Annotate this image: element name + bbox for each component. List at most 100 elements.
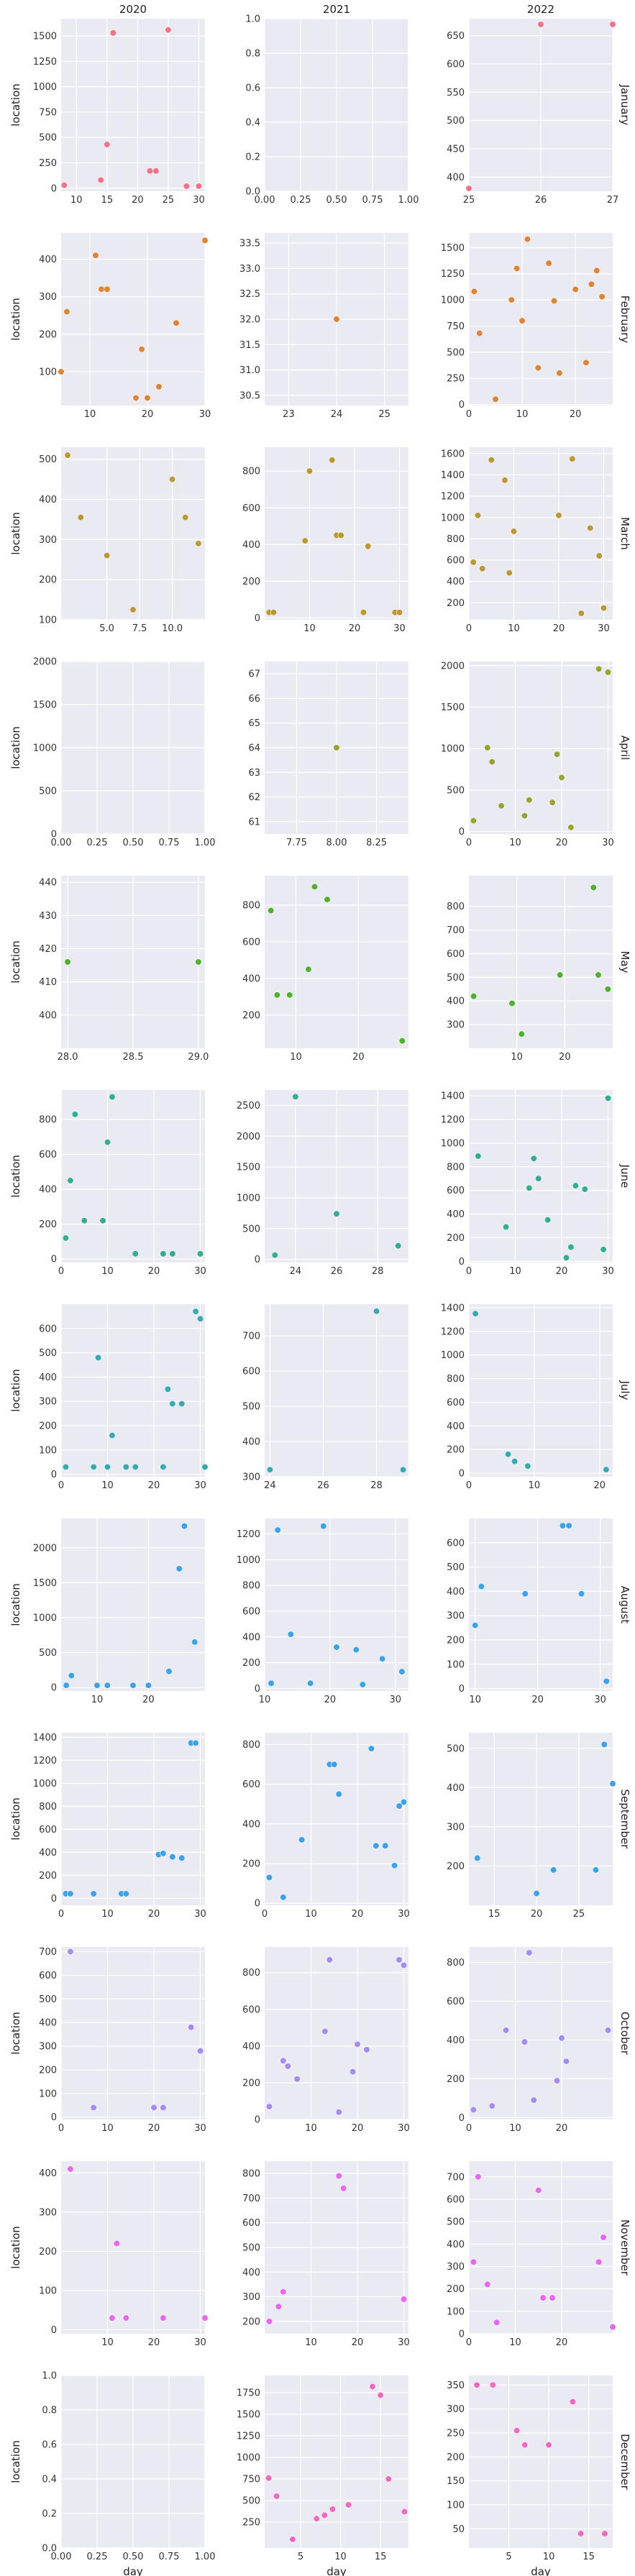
x-tick-label: 0 [58,1480,64,1491]
y-axis-label: location [9,83,22,127]
panel-background [61,19,205,191]
scatter-point [175,1565,183,1572]
y-tick-label: 100 [447,1659,465,1670]
scatter-point [92,252,99,259]
panel-june-2022: 0 10 20 30 0 200 400 600 800 1000 1200 1400 June [441,1090,631,1277]
x-tick-label: 7.5 [132,623,147,634]
scatter-point [181,1523,188,1530]
scatter-point [354,2040,361,2048]
x-tick-label: 0.75 [159,838,180,848]
x-tick-label: 20 [570,409,582,420]
scatter-point [396,1956,403,1963]
y-tick-label: 2000 [33,657,57,668]
y-tick-label: 1500 [441,243,465,254]
scatter-point [365,543,372,550]
y-tick-label: 30.5 [239,390,260,401]
scatter-point [329,2506,337,2513]
x-tick-label: 10 [101,2123,114,2134]
panel-background [61,1090,205,1262]
y-tick-label: 300 [39,1397,57,1408]
y-tick-label: 0 [51,1683,57,1694]
scatter-point [192,1739,199,1746]
scatter-point [178,1400,186,1408]
scatter-point [588,280,595,288]
x-tick-label: 20 [556,1266,568,1277]
panel-background [265,2375,408,2548]
scatter-point [201,237,209,244]
y-tick-label: 400 [447,2240,465,2250]
y-tick-label: 200 [39,2065,57,2076]
x-tick-label: 20 [324,1695,337,1705]
y-tick-label: 0 [51,1255,57,1265]
y-tick-label: 800 [242,467,260,477]
scatter-point [535,1175,542,1182]
x-tick-label: 10 [91,1695,104,1705]
x-tick-label: 25 [573,1909,585,1920]
y-tick-label: 1400 [441,1091,465,1102]
y-tick-label: 700 [447,2172,465,2183]
scatter-point [62,1234,70,1242]
scatter-point [160,1850,167,1857]
y-tick-label: 300 [447,2262,465,2273]
x-tick-label: 30 [594,1695,606,1705]
y-tick-label: 500 [447,973,465,984]
y-tick-label: 1000 [441,744,465,755]
x-tick-label: 0 [262,1909,268,1920]
scatter-point [195,540,202,547]
y-tick-label: 300 [447,1822,465,1833]
scatter-point [160,1463,167,1471]
x-tick-label: 20 [148,2123,160,2134]
scatter-point [265,2318,273,2325]
x-tick-label: 10 [101,1909,114,1920]
y-tick-label: 100 [39,367,57,378]
scatter-point [377,2392,384,2399]
x-tick-label: 20 [148,1480,160,1491]
y-tick-label: 0.6 [42,2440,57,2451]
y-tick-label: 0 [51,1470,57,1480]
scatter-point [144,394,151,402]
y-tick-label: 1200 [441,1115,465,1126]
scatter-point [544,1216,552,1224]
y-tick-label: 500 [242,1224,260,1234]
scatter-point [503,2027,510,2034]
scatter-point [470,559,477,566]
scatter-point [99,1217,106,1224]
scatter-point [333,1644,340,1651]
panel-november-2021: 10 20 30 200 300 400 500 600 700 800 [242,2161,410,2348]
scatter-point [329,457,336,464]
y-tick-label: 400 [242,2268,260,2278]
x-tick-label: 30 [194,2123,206,2134]
x-tick-label: 10 [334,2552,347,2562]
y-axis-label: location [9,512,22,555]
y-tick-label: 0.8 [42,2406,57,2416]
y-tick-label: 200 [447,2452,465,2463]
scatter-point [307,1679,314,1687]
scatter-point [470,2106,478,2114]
scatter-point [603,1466,610,1473]
scatter-point [400,2296,408,2303]
scatter-point [501,477,508,484]
scatter-point [293,2076,301,2083]
scatter-point [129,1682,137,1689]
scatter-point [492,395,499,403]
y-tick-label: 600 [39,1971,57,1981]
scatter-point [352,1646,360,1654]
x-tick-label: 20 [531,1695,544,1705]
y-tick-label: 0.2 [245,152,260,163]
y-tick-label: 400 [39,495,57,505]
scatter-point [201,2314,209,2321]
y-tick-label: 1500 [33,32,57,42]
scatter-point [122,1890,129,1897]
scatter-point [265,1874,273,1881]
scatter-point [587,524,594,532]
x-tick-label: 20 [132,195,144,206]
y-tick-label: 400 [242,2041,260,2052]
panel-background [61,1304,205,1477]
y-tick-label: 800 [39,1115,57,1126]
scatter-point [182,514,189,521]
scatter-point [470,817,478,825]
scatter-point [337,531,344,539]
scatter-point [68,1672,75,1679]
y-tick-label: 1000 [441,295,465,306]
